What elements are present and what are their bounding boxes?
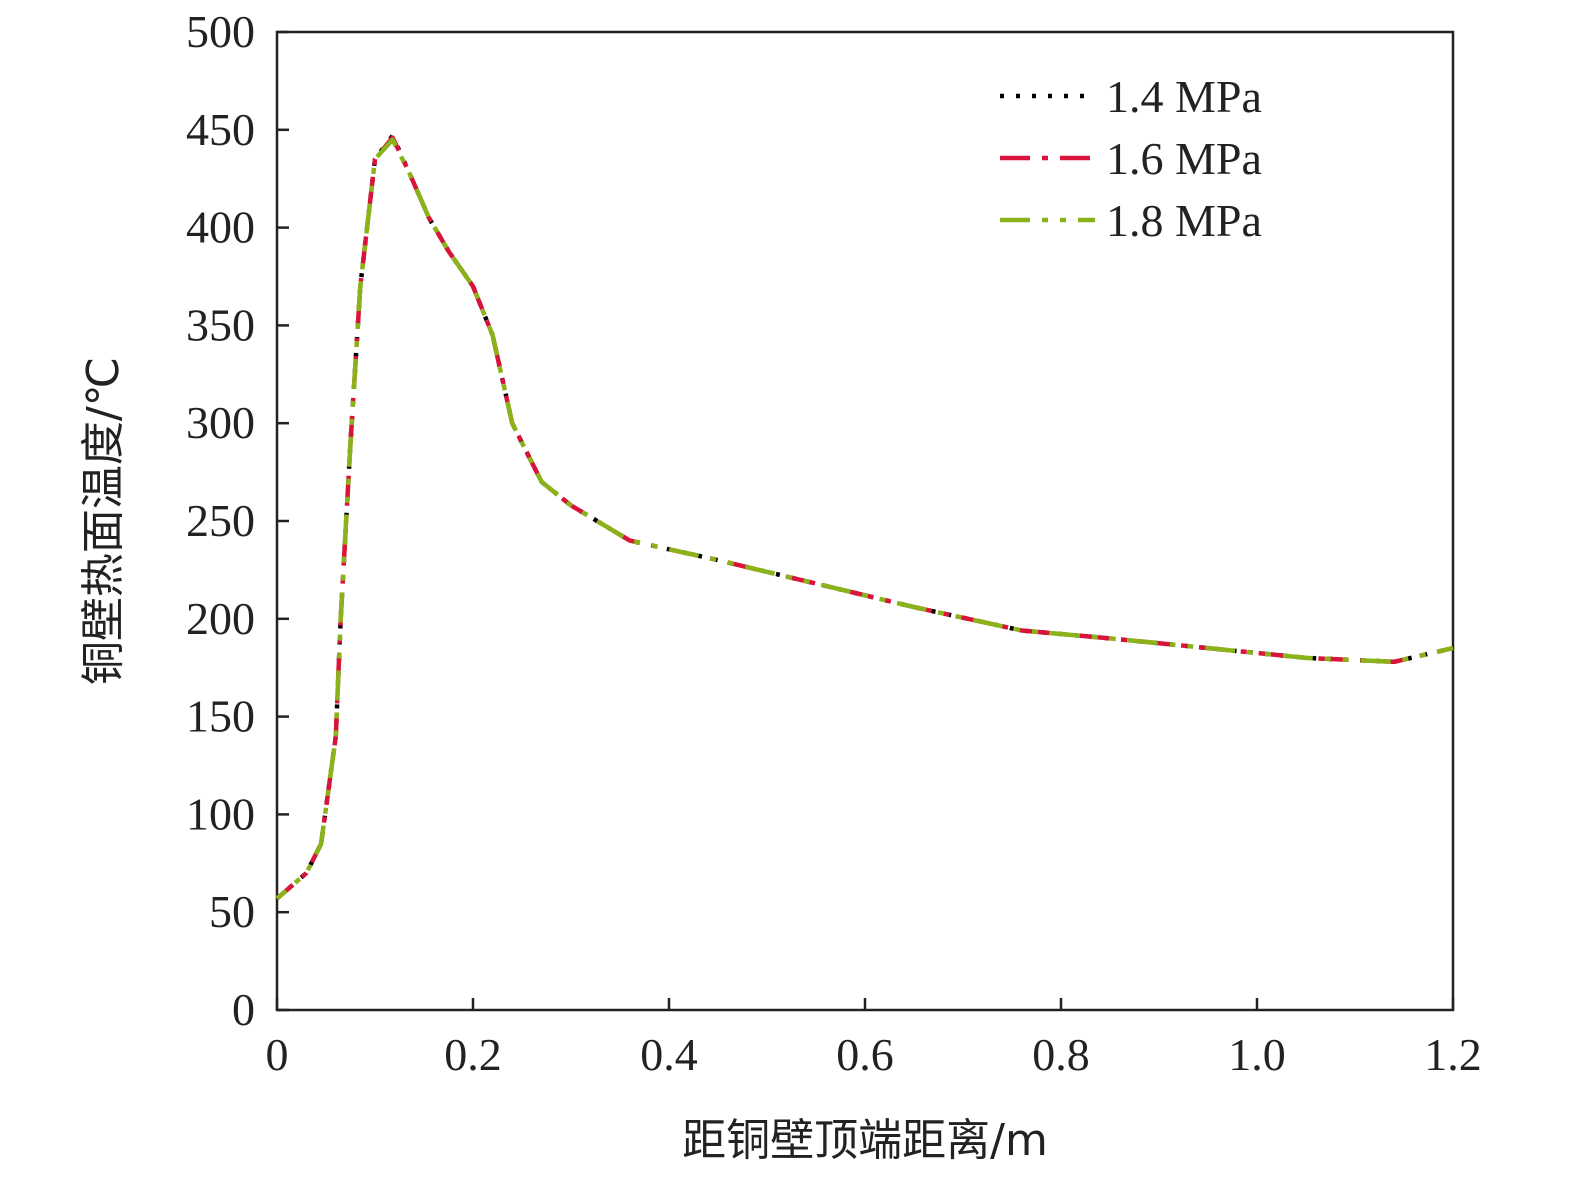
x-tick-label: 0.2 [444,1029,502,1080]
series-line-3 [275,137,1454,901]
series-line-2 [275,135,1454,901]
y-tick-label: 200 [186,593,255,644]
y-tick-label: 400 [186,202,255,253]
x-tick-label: 1.2 [1424,1029,1482,1080]
y-tick-label: 300 [186,397,255,448]
y-tick-label: 0 [232,984,255,1035]
y-tick-label: 100 [186,788,255,839]
x-tick-label: 0.6 [836,1029,894,1080]
legend-label-3: 1.8 MPa [1106,195,1262,246]
legend-label-1: 1.4 MPa [1106,71,1262,122]
y-tick-label: 350 [186,299,255,350]
x-tick-label: 1.0 [1228,1029,1286,1080]
series-line-1 [275,133,1454,901]
y-axis-title: 铜壁热面温度/℃ [78,357,129,685]
x-axis-title: 距铜壁顶端距离/m [682,1115,1048,1166]
x-tick-label: 0.4 [640,1029,698,1080]
x-tick-label: 0.8 [1032,1029,1090,1080]
y-tick-label: 250 [186,495,255,546]
y-tick-label: 500 [186,6,255,57]
y-tick-label: 50 [209,886,255,937]
legend-label-2: 1.6 MPa [1106,133,1262,184]
y-tick-label: 450 [186,104,255,155]
x-tick-label: 0 [266,1029,289,1080]
plot-frame [275,30,1455,1012]
y-tick-label: 150 [186,691,255,742]
